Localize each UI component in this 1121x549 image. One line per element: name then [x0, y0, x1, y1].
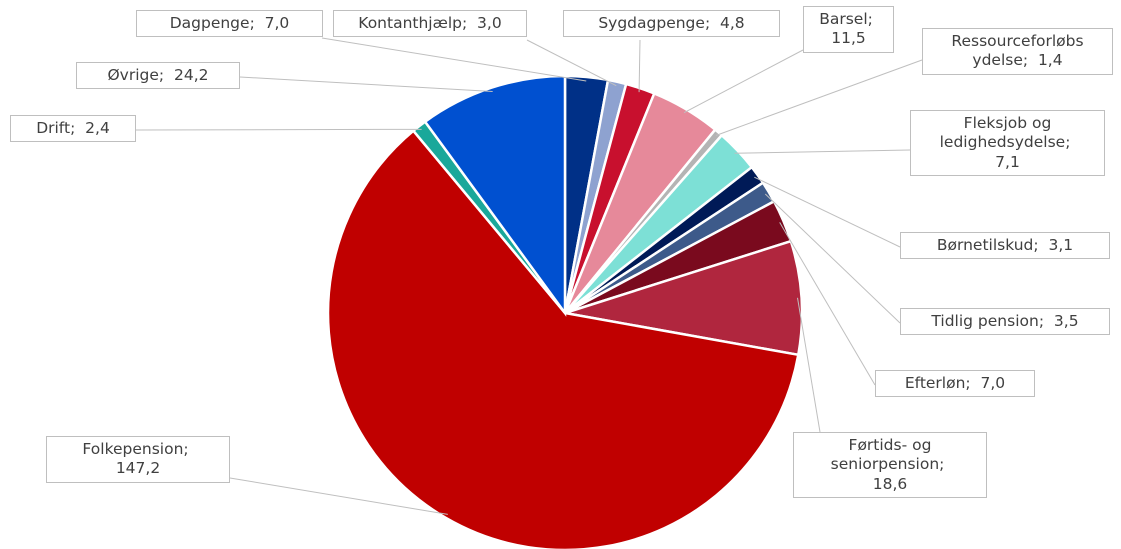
- data-label: Barsel; 11,5: [803, 6, 894, 53]
- leader-line: [754, 176, 901, 248]
- leader-line: [734, 149, 911, 154]
- data-label: Børnetilskud; 3,1: [900, 232, 1110, 260]
- separator: ;: [1033, 236, 1049, 254]
- category-name: Dagpenge: [169, 14, 250, 32]
- separator: ;: [461, 14, 478, 32]
- category-name: Førtids- og seniorpension: [830, 436, 940, 474]
- category-name: Øvrige: [107, 66, 159, 84]
- data-label: Sygdagpenge; 4,8: [563, 10, 780, 38]
- separator: ;: [183, 440, 194, 458]
- category-name: Tidlig pension: [931, 312, 1039, 330]
- leader-line: [239, 76, 493, 93]
- data-label: Kontanthjælp; 3,0: [333, 10, 527, 38]
- category-name: Drift: [36, 119, 71, 137]
- category-name: Efterløn: [904, 374, 966, 392]
- separator: ;: [249, 14, 265, 32]
- data-label: Dagpenge; 7,0: [136, 10, 323, 38]
- category-name: Folkepension: [82, 440, 184, 458]
- value-label: 24,2: [174, 66, 209, 84]
- separator: ;: [158, 66, 174, 84]
- value-label: 147,2: [115, 459, 161, 478]
- value-label: 1,4: [1037, 51, 1063, 70]
- data-label: Ressourceforløbs ydelse; 1,4: [922, 28, 1113, 75]
- separator: ;: [939, 455, 950, 474]
- separator: ;: [965, 374, 981, 392]
- data-label: Tidlig pension; 3,5: [900, 308, 1110, 336]
- value-label: 3,0: [477, 14, 502, 32]
- data-label: Fleksjob og ledighedsydelse; 7,1: [910, 110, 1105, 177]
- category-name: Fleksjob og ledighedsydelse: [939, 114, 1066, 152]
- leader-line: [683, 49, 804, 114]
- data-label: Førtids- og seniorpension; 18,6: [793, 432, 987, 499]
- leader-line: [526, 39, 617, 87]
- data-label: Drift; 2,4: [10, 115, 136, 143]
- leader-line: [715, 59, 923, 136]
- separator: ;: [704, 14, 721, 32]
- separator: ;: [70, 119, 86, 137]
- value-label: 7,0: [264, 14, 290, 32]
- separator: ;: [1022, 51, 1038, 70]
- leader-line: [229, 477, 448, 515]
- data-label: Folkepension; 147,2: [46, 436, 230, 483]
- leader-line: [764, 193, 901, 324]
- data-label: Øvrige; 24,2: [76, 62, 240, 90]
- value-label: 3,1: [1048, 236, 1074, 254]
- value-label: 18,6: [872, 474, 908, 493]
- separator: ;: [1038, 312, 1054, 330]
- value-label: 4,8: [720, 14, 745, 32]
- value-label: 7,0: [980, 374, 1006, 392]
- separator: ;: [1065, 133, 1076, 152]
- category-name: Barsel: [819, 10, 868, 28]
- value-label: 3,5: [1053, 312, 1079, 330]
- value-label: 7,1: [995, 152, 1020, 171]
- leader-line: [779, 222, 876, 386]
- separator: ;: [867, 10, 878, 28]
- category-name: Ressourceforløbs ydelse: [951, 32, 1084, 70]
- value-label: 11,5: [831, 29, 866, 48]
- category-name: Sygdagpenge: [598, 14, 705, 32]
- data-label: Efterløn; 7,0: [875, 370, 1035, 398]
- leader-line: [797, 297, 821, 433]
- category-name: Børnetilskud: [936, 236, 1034, 254]
- leader-line: [135, 128, 422, 131]
- value-label: 2,4: [85, 119, 110, 137]
- leader-line: [321, 37, 587, 82]
- pie-slice: [326, 129, 800, 549]
- category-name: Kontanthjælp: [358, 14, 462, 32]
- leader-line: [638, 39, 641, 93]
